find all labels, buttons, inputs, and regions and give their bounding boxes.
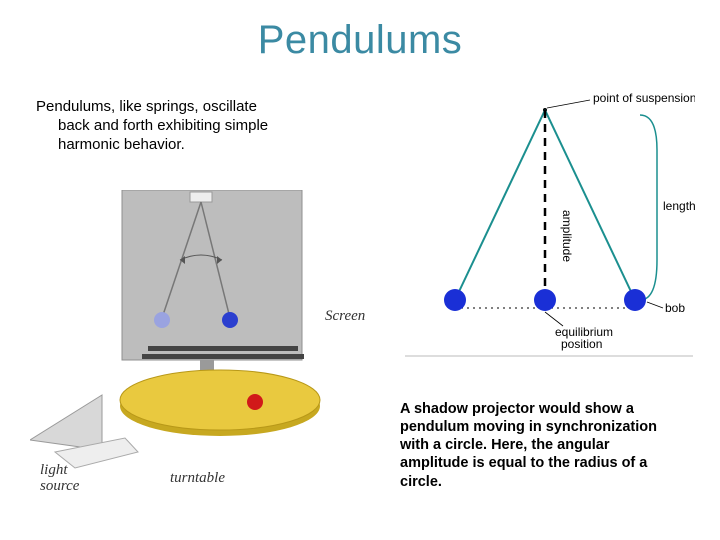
label-length: length: [663, 199, 695, 213]
pendulum-schematic-diagram: point of suspension amplitude length bob…: [395, 90, 695, 360]
label-suspension: point of suspension: [593, 91, 695, 105]
label-screen: Screen: [325, 308, 365, 324]
intro-line2: back and forth exhibiting simple: [36, 117, 336, 136]
intro-line1: Pendulums, like springs, oscillate: [36, 98, 257, 115]
label-equilibrium-2: position: [561, 337, 602, 351]
label-turntable: turntable: [170, 470, 225, 486]
intro-line3: harmonic behavior.: [36, 136, 336, 155]
caption-text: A shadow projector would show a pendulum…: [400, 400, 680, 491]
label-light-1: light: [40, 462, 68, 478]
shadow-projector-diagram: light source turntable Screen: [30, 190, 385, 490]
slide-title: Pendulums: [0, 0, 720, 63]
label-bob: bob: [665, 301, 685, 315]
label-light-2: source: [40, 478, 80, 490]
label-amplitude: amplitude: [560, 210, 574, 262]
intro-text: Pendulums, like springs, oscillate back …: [36, 98, 336, 154]
